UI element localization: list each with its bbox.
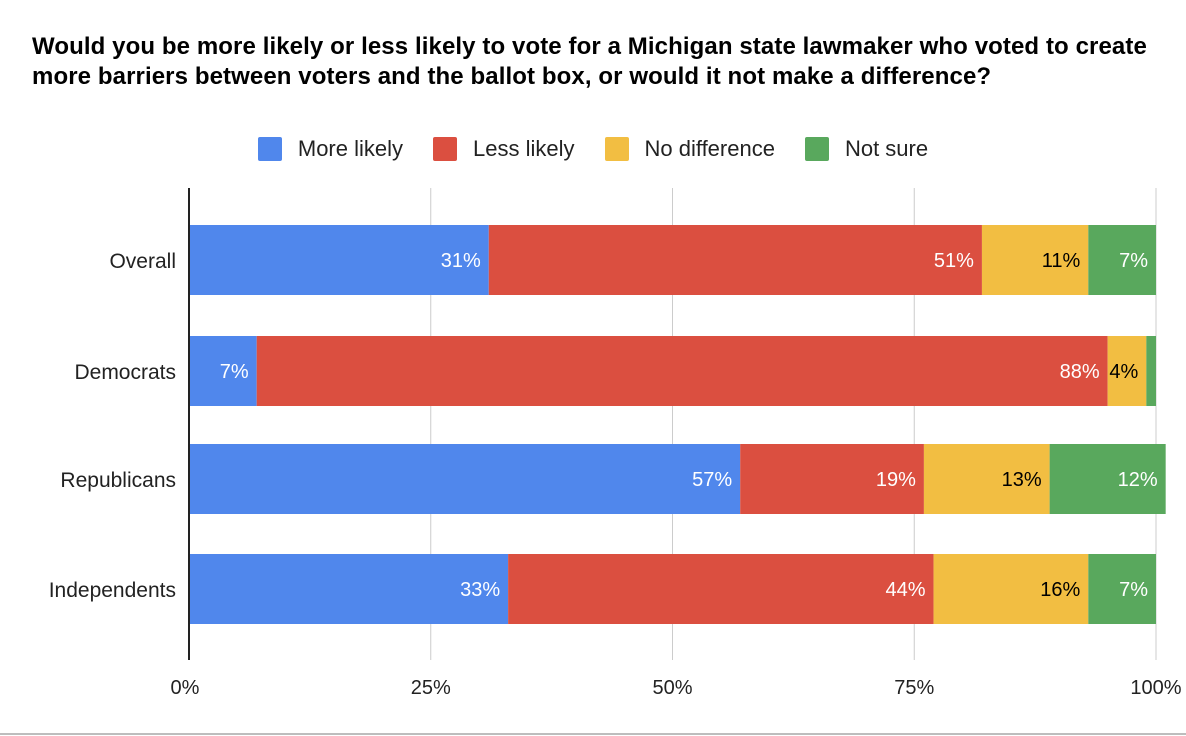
data-label-independents-no-difference: 16% xyxy=(1040,579,1080,601)
legend-swatch-no-difference xyxy=(604,137,629,161)
data-label-republicans-not-sure: 12% xyxy=(1118,469,1158,491)
legend-label-less-likely: Less likely xyxy=(473,136,575,161)
legend-swatch-less-likely xyxy=(433,137,458,161)
data-label-republicans-less-likely: 19% xyxy=(876,469,916,491)
bar-overall-less-likely xyxy=(488,225,982,295)
bar-republicans-less-likely xyxy=(740,444,924,514)
chart-title: Would you be more likely or less likely … xyxy=(32,33,1147,90)
bar-democrats-more-likely xyxy=(189,336,257,406)
bar-independents-less-likely xyxy=(508,554,934,624)
legend-swatch-more-likely xyxy=(257,137,282,161)
bar-democrats-not-sure xyxy=(1146,336,1156,406)
data-label-overall-more-likely: 31% xyxy=(441,250,481,272)
bar-democrats-less-likely xyxy=(256,336,1108,406)
legend-label-no-difference: No difference xyxy=(644,136,775,161)
legend: More likely Less likely No difference No… xyxy=(0,134,1186,164)
legend-item-less-likely: Less likely xyxy=(433,136,575,162)
bar-overall-not-sure xyxy=(1088,225,1156,295)
data-label-independents-less-likely: 44% xyxy=(886,579,926,601)
bar-independents-not-sure xyxy=(1088,554,1156,624)
bar-republicans-more-likely xyxy=(189,444,741,514)
category-label-republicans: Republicans xyxy=(60,469,176,492)
data-label-overall-not-sure: 7% xyxy=(1119,250,1148,272)
legend-label-not-sure: Not sure xyxy=(844,136,929,161)
x-tick-label-0: 0% xyxy=(171,677,200,699)
bar-republicans-not-sure xyxy=(1049,444,1166,514)
category-label-independents: Independents xyxy=(49,579,176,602)
data-label-democrats-no-difference: 4% xyxy=(1109,361,1138,383)
data-label-overall-no-difference: 11% xyxy=(1042,250,1081,272)
x-tick-label-25: 25% xyxy=(411,677,451,699)
bar-republicans-no-difference xyxy=(923,444,1050,514)
data-label-overall-less-likely: 51% xyxy=(934,250,974,272)
data-label-republicans-no-difference: 13% xyxy=(1002,469,1042,491)
x-tick-label-75: 75% xyxy=(894,677,934,699)
x-tick-label-50: 50% xyxy=(652,677,692,699)
legend-label-more-likely: More likely xyxy=(297,136,404,161)
legend-swatch-not-sure xyxy=(804,137,829,161)
data-label-republicans-more-likely: 57% xyxy=(692,469,732,491)
data-label-independents-more-likely: 33% xyxy=(460,579,500,601)
data-label-democrats-more-likely: 7% xyxy=(220,361,249,383)
bar-overall-more-likely xyxy=(189,225,489,295)
bar-overall-no-difference xyxy=(981,225,1089,295)
bar-independents-no-difference xyxy=(933,554,1089,624)
legend-item-not-sure: Not sure xyxy=(804,136,929,162)
category-label-democrats: Democrats xyxy=(74,361,176,384)
legend-item-no-difference: No difference xyxy=(604,136,775,162)
data-label-democrats-less-likely: 88% xyxy=(1060,361,1100,383)
category-label-overall: Overall xyxy=(109,250,176,273)
x-tick-label-100: 100% xyxy=(1130,677,1181,699)
bar-independents-more-likely xyxy=(189,554,509,624)
footer-divider xyxy=(0,733,1186,735)
data-label-independents-not-sure: 7% xyxy=(1119,579,1148,601)
legend-item-more-likely: More likely xyxy=(257,136,404,162)
bar-democrats-no-difference xyxy=(1107,336,1147,406)
